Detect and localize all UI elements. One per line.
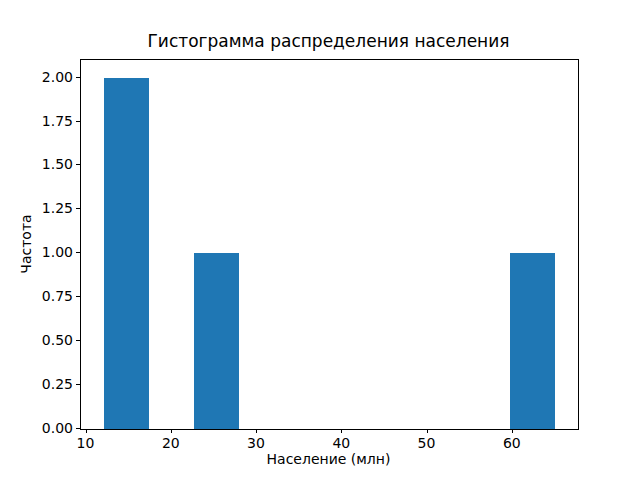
y-tick-mark	[76, 428, 80, 429]
histogram-bar	[104, 78, 149, 429]
y-tick-label: 0.00	[27, 421, 73, 435]
y-tick-mark	[76, 77, 80, 78]
x-tick-mark	[86, 429, 87, 433]
x-tick-mark	[512, 429, 513, 433]
y-tick-mark	[76, 121, 80, 122]
y-tick-mark	[76, 384, 80, 385]
y-tick-mark	[76, 296, 80, 297]
y-tick-label: 0.75	[27, 289, 73, 303]
x-tick-label: 50	[418, 436, 436, 450]
y-tick-label: 1.00	[27, 245, 73, 259]
y-tick-label: 1.75	[27, 114, 73, 128]
figure: Гистограмма распределения населения Част…	[0, 0, 640, 480]
x-tick-mark	[171, 429, 172, 433]
x-tick-mark	[256, 429, 257, 433]
x-tick-label: 10	[77, 436, 95, 450]
x-tick-label: 60	[503, 436, 521, 450]
histogram-bar	[194, 253, 239, 429]
chart-title: Гистограмма распределения населения	[80, 31, 577, 51]
x-axis-label: Население (млн)	[80, 451, 577, 467]
y-tick-label: 1.25	[27, 201, 73, 215]
y-tick-mark	[76, 340, 80, 341]
y-tick-mark	[76, 164, 80, 165]
x-tick-label: 40	[332, 436, 350, 450]
x-tick-mark	[427, 429, 428, 433]
y-tick-mark	[76, 208, 80, 209]
histogram-bar	[510, 253, 555, 429]
y-tick-label: 2.00	[27, 70, 73, 84]
y-tick-label: 0.50	[27, 333, 73, 347]
y-tick-label: 1.50	[27, 157, 73, 171]
y-tick-mark	[76, 252, 80, 253]
y-tick-label: 0.25	[27, 377, 73, 391]
x-tick-mark	[341, 429, 342, 433]
x-tick-label: 30	[247, 436, 265, 450]
plot-area	[80, 59, 579, 430]
x-tick-label: 20	[162, 436, 180, 450]
